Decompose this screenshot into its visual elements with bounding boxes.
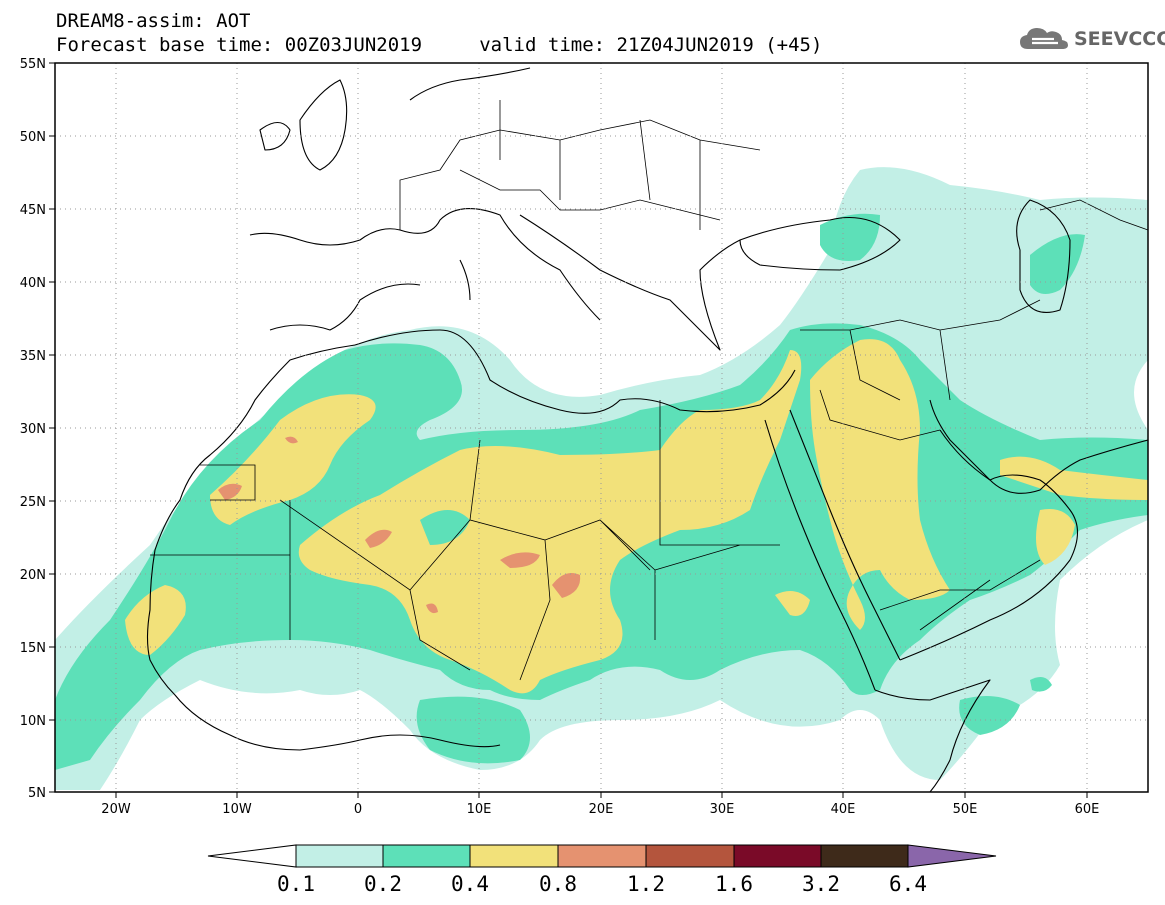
colorbar-label: 0.2 (364, 872, 402, 896)
coastline-red-sea (764, 409, 901, 691)
colorbar-upper-arrow (907, 844, 997, 868)
colorbar (207, 844, 997, 868)
lat-tick-label: 50N (20, 130, 46, 145)
lat-tick-label: 30N (20, 422, 46, 437)
country-borders (150, 100, 1148, 681)
coastline-balkans (519, 214, 741, 351)
lon-axis-labels: 20W 10W 0 10E 20E 30E 40E 50E 60E (101, 802, 1099, 817)
coastline-caspian (1016, 199, 1071, 314)
colorbar-label: 0.8 (539, 872, 577, 896)
coastline-persian-gulf (939, 429, 1148, 494)
coastline-scandinavia (409, 67, 531, 101)
coastline-east-africa (874, 679, 991, 792)
lon-tick-label: 20E (589, 802, 614, 817)
lat-tick-label: 40N (20, 276, 46, 291)
lat-tick-label: 45N (20, 203, 46, 218)
colorbar-label: 6.4 (889, 872, 927, 896)
colorbar-labels: 0.1 0.2 0.4 0.8 1.2 1.6 3.2 6.4 (277, 872, 927, 896)
coastline-black-sea (739, 216, 901, 271)
borders-europe (399, 100, 761, 230)
logo-text: SEEVCCC (1074, 28, 1165, 50)
coastline-british-isles (259, 79, 348, 171)
lat-tick-label: 20N (20, 568, 46, 583)
aot-level-0-8 (218, 436, 581, 614)
colorbar-label: 3.2 (802, 872, 840, 896)
coastline-north-africa (354, 329, 796, 414)
lat-tick-label: 55N (20, 57, 46, 72)
lon-tick-label: 20W (101, 802, 131, 817)
gridlines (55, 63, 1148, 792)
colorbar-label: 0.1 (277, 872, 315, 896)
lat-axis-labels: 55N 50N 45N 40N 35N 30N 25N 20N 15N 10N … (20, 57, 46, 801)
coastline-arabia (899, 399, 1079, 661)
colorbar-label: 0.4 (451, 872, 489, 896)
lat-tick-label: 25N (20, 495, 46, 510)
lat-tick-label: 10N (20, 714, 46, 729)
tick-marks (49, 62, 1088, 798)
colorbar-swatch (733, 844, 822, 868)
lon-tick-label: 60E (1075, 802, 1100, 817)
lon-tick-label: 0 (354, 802, 362, 817)
colorbar-swatch (557, 844, 647, 868)
colorbar-swatch (820, 844, 909, 868)
lon-tick-label: 10W (222, 802, 252, 817)
lat-tick-label: 35N (20, 349, 46, 364)
colorbar-swatch (382, 844, 471, 868)
coastlines (146, 67, 1148, 792)
borders-africa (150, 389, 1041, 681)
lon-tick-label: 40E (831, 802, 856, 817)
map-title: DREAM8-assim: AOT (56, 10, 251, 32)
borders-middle-east (800, 199, 1148, 401)
lon-tick-label: 50E (953, 802, 978, 817)
colorbar-lower-arrow (207, 844, 297, 868)
coastline-europe (249, 208, 601, 331)
logo: SEEVCCC (1018, 24, 1165, 54)
aot-level-0-4 (125, 339, 1148, 694)
lat-tick-label: 5N (28, 786, 46, 801)
lat-tick-label: 15N (20, 641, 46, 656)
colorbar-label: 1.2 (627, 872, 665, 896)
colorbar-swatch (645, 844, 735, 868)
colorbar-swatch (295, 844, 384, 868)
lon-tick-label: 30E (710, 802, 735, 817)
map-subtitle: Forecast base time: 00Z03JUN2019 valid t… (56, 34, 823, 56)
coastline-west-africa (146, 344, 501, 751)
colorbar-label: 1.6 (715, 872, 753, 896)
lon-tick-label: 10E (467, 802, 492, 817)
colorbar-swatch (469, 844, 559, 868)
cloud-icon (1020, 28, 1068, 49)
